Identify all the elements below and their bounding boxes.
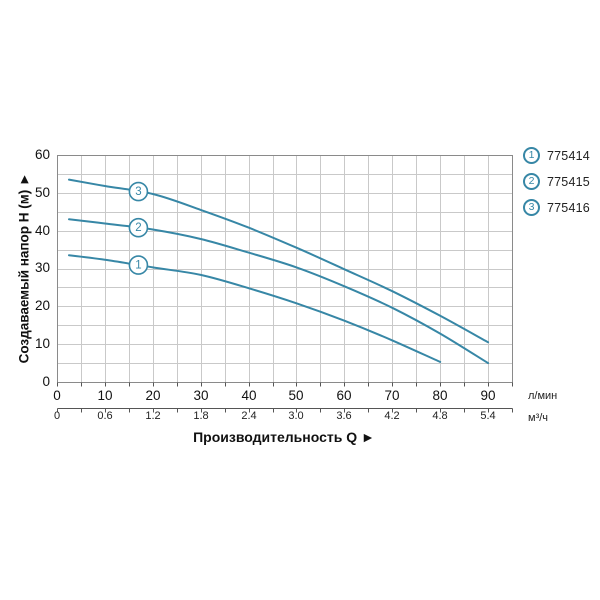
primary-x-axis-ticks [57, 382, 513, 387]
x-tick-50: 50 [288, 388, 304, 403]
x2-tick-12: 1.2 [145, 410, 161, 422]
y-tick-40: 40 [34, 223, 50, 238]
legend: 1 775414 2 775415 3 775416 [523, 147, 590, 225]
legend-item-775416: 3 775416 [523, 199, 590, 216]
curve-775414 [68, 254, 442, 363]
plot-frame [57, 155, 513, 383]
curve-marker-number-3: 3 [135, 186, 141, 198]
x-tick-80: 80 [432, 388, 448, 403]
curve-marker-circle-2 [128, 217, 149, 238]
curve-number: 3 [528, 201, 535, 213]
x-tick-70: 70 [384, 388, 400, 403]
y-tick-20: 20 [34, 298, 50, 313]
x2-tick-18: 1.8 [193, 410, 209, 422]
x2-tick-54: 5.4 [480, 410, 496, 422]
x-unit-m3-h: м³/ч [528, 412, 549, 424]
curve-marker-number-2: 2 [135, 222, 141, 234]
curve-marker-number-1: 1 [135, 260, 141, 272]
y-tick-50: 50 [34, 185, 50, 200]
legend-item-775415: 2 775415 [523, 173, 590, 190]
x2-tick-0: 0 [53, 410, 61, 422]
x-tick-60: 60 [336, 388, 352, 403]
y-tick-0: 0 [42, 374, 50, 389]
model-number: 775416 [547, 200, 590, 215]
y-tick-30: 30 [34, 260, 50, 275]
model-number: 775414 [547, 148, 590, 163]
x-unit-l-min: л/мин [528, 390, 558, 402]
curve-number: 1 [528, 149, 535, 161]
curve-775415 [68, 218, 490, 365]
gridlines [57, 155, 512, 382]
legend-item-775414: 1 775414 [523, 147, 590, 164]
pump-curves [68, 178, 490, 365]
x-tick-40: 40 [241, 388, 257, 403]
x-tick-10: 10 [97, 388, 113, 403]
curve-3-badge-icon: 3 [523, 199, 540, 216]
curve-number-markers: 1 2 3 [128, 181, 149, 275]
x-tick-0: 0 [53, 388, 61, 403]
x-tick-90: 90 [480, 388, 496, 403]
x2-tick-36: 3.6 [336, 410, 352, 422]
y-tick-60: 60 [34, 147, 50, 162]
x2-tick-30: 3.0 [288, 410, 304, 422]
x2-tick-42: 4.2 [384, 410, 400, 422]
curve-marker-circle-1 [128, 255, 149, 275]
curve-2-badge-icon: 2 [523, 173, 540, 190]
x-tick-30: 30 [193, 388, 209, 403]
secondary-x-axis [57, 408, 513, 413]
curve-marker-circle-3 [128, 181, 149, 202]
x2-tick-24: 2.4 [241, 410, 257, 422]
y-tick-10: 10 [34, 336, 50, 351]
curve-1-badge-icon: 1 [523, 147, 540, 164]
curve-number: 2 [528, 175, 535, 187]
x2-tick-06: 0.6 [97, 410, 113, 422]
plot-border [57, 155, 513, 383]
y-axis-title: Создаваемый напор H (м) ► [16, 172, 32, 364]
x2-tick-48: 4.8 [432, 410, 448, 422]
x-axis-title: Производительность Q ► [193, 429, 375, 445]
model-number: 775415 [547, 174, 590, 189]
x-tick-20: 20 [145, 388, 161, 403]
curve-775416 [68, 178, 490, 344]
